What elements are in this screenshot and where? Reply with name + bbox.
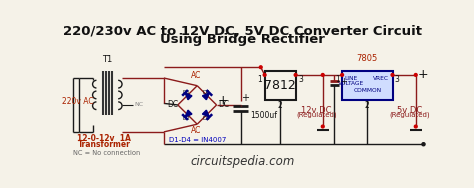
Circle shape	[259, 66, 262, 69]
Circle shape	[263, 74, 266, 76]
Text: circuitspedia.com: circuitspedia.com	[191, 155, 295, 168]
Circle shape	[391, 74, 394, 76]
Text: 3: 3	[298, 75, 303, 84]
Text: 12-0-12v  1A: 12-0-12v 1A	[77, 134, 131, 143]
Text: 7812: 7812	[264, 79, 296, 92]
Circle shape	[414, 125, 417, 128]
Text: 220/230v AC to 12V DC, 5V DC Converter Circuit: 220/230v AC to 12V DC, 5V DC Converter C…	[64, 25, 422, 38]
Polygon shape	[185, 110, 192, 117]
Circle shape	[294, 74, 297, 76]
Text: LINE
VOLTAGE: LINE VOLTAGE	[338, 76, 365, 86]
Text: D2: D2	[182, 116, 190, 121]
Text: D1: D1	[182, 90, 190, 95]
Text: 12v DC: 12v DC	[301, 106, 332, 115]
Text: 2: 2	[278, 101, 283, 110]
Text: COMMON: COMMON	[353, 88, 382, 93]
Text: D4: D4	[202, 90, 210, 95]
Text: Transformer: Transformer	[78, 140, 131, 149]
Text: T1: T1	[102, 55, 112, 64]
Text: +: +	[218, 94, 228, 107]
Text: DC: DC	[167, 100, 178, 109]
Bar	[342, 71, 392, 100]
Polygon shape	[202, 93, 210, 100]
Circle shape	[414, 74, 417, 76]
Circle shape	[321, 125, 324, 128]
Text: +: +	[341, 77, 347, 86]
Text: AC: AC	[191, 70, 201, 80]
Text: NC = No connection: NC = No connection	[73, 150, 140, 156]
Text: 220v AC: 220v AC	[62, 97, 93, 106]
Text: VREC: VREC	[373, 76, 389, 81]
Text: 1: 1	[257, 75, 262, 84]
Text: NC: NC	[135, 102, 144, 108]
Bar	[264, 71, 296, 100]
Circle shape	[341, 74, 344, 76]
Text: AC: AC	[191, 126, 201, 135]
Text: (Regulated): (Regulated)	[389, 112, 430, 118]
Polygon shape	[202, 110, 210, 117]
Text: D3: D3	[202, 116, 210, 121]
Text: 1500uf: 1500uf	[250, 111, 277, 120]
Text: 1: 1	[335, 75, 340, 84]
Text: D1-D4 = IN4007: D1-D4 = IN4007	[169, 136, 226, 143]
Polygon shape	[185, 93, 192, 100]
Text: 7805: 7805	[357, 54, 378, 63]
Text: 3: 3	[395, 75, 400, 84]
Text: +: +	[417, 68, 428, 81]
Text: +: +	[241, 93, 249, 103]
Text: (Regulated): (Regulated)	[296, 112, 337, 118]
Circle shape	[422, 143, 425, 146]
Text: 5v DC: 5v DC	[397, 106, 422, 115]
Text: 2: 2	[365, 101, 370, 110]
Circle shape	[321, 74, 324, 76]
Text: DC: DC	[218, 100, 229, 109]
Text: Using Bridge Rectifier: Using Bridge Rectifier	[161, 33, 325, 46]
